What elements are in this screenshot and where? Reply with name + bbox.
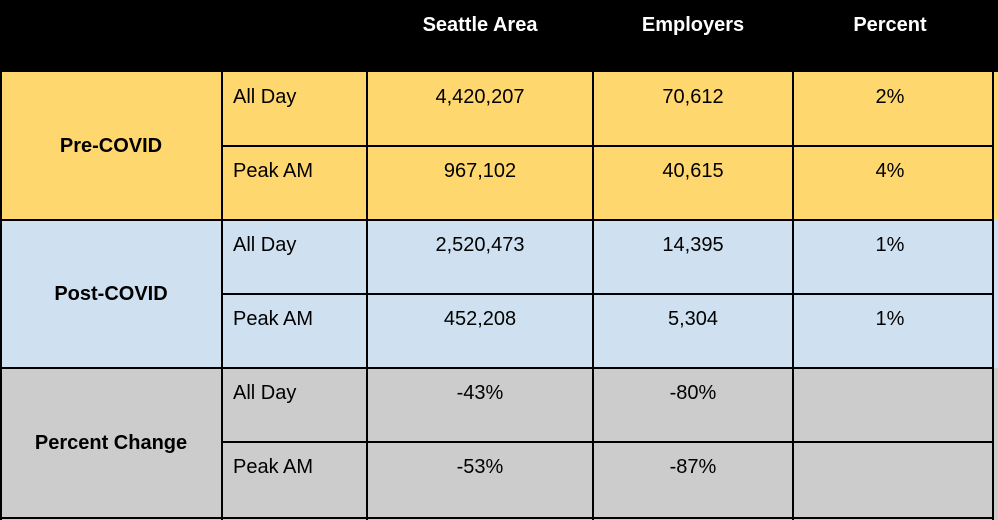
header-seattle-area: Seattle Area (422, 14, 538, 36)
seattle-value: -53% (456, 456, 504, 478)
sub-label: Peak AM (233, 456, 314, 478)
grid-line (0, 367, 994, 369)
seattle-value: 4,420,207 (435, 86, 525, 108)
sub-label: All Day (233, 86, 297, 108)
sub-label: Peak AM (233, 160, 314, 182)
grid-line (221, 72, 223, 520)
header-percent: Percent (853, 14, 927, 36)
employers-value: 14,395 (662, 234, 724, 256)
grid-line (221, 145, 994, 147)
seattle-value: -43% (456, 382, 504, 404)
sub-label: All Day (233, 382, 297, 404)
grid-line (592, 72, 594, 520)
group-label-pre-covid: Pre-COVID (59, 134, 163, 157)
sub-label: Peak AM (233, 308, 314, 330)
percent-value: 2% (875, 86, 905, 108)
percent-value: 1% (875, 234, 905, 256)
percent-value (793, 368, 987, 442)
grid-line (221, 293, 994, 295)
grid-line (0, 72, 2, 520)
grid-line (992, 0, 994, 520)
grid-line (221, 441, 994, 443)
sub-label: All Day (233, 234, 297, 256)
percent-change-section (0, 368, 998, 520)
percent-value (793, 442, 987, 518)
percent-value: 1% (875, 308, 905, 330)
percent-value: 4% (875, 160, 905, 182)
grid-line (0, 517, 994, 519)
grid-line (792, 72, 794, 520)
group-label-post-covid: Post-COVID (54, 282, 168, 305)
employers-value: 70,612 (662, 86, 724, 108)
header-employers: Employers (641, 14, 745, 36)
seattle-value: 452,208 (443, 308, 517, 330)
grid-line (0, 219, 994, 221)
employers-value: -80% (669, 382, 717, 404)
grid-line (366, 72, 368, 520)
employers-value: -87% (669, 456, 717, 478)
employers-value: 40,615 (662, 160, 724, 182)
seattle-value: 967,102 (443, 160, 517, 182)
table-header: Seattle Area Employers Percent (0, 0, 998, 72)
employers-value: 5,304 (667, 308, 719, 330)
seattle-value: 2,520,473 (435, 234, 525, 256)
group-label-percent-change: Percent Change (34, 431, 188, 454)
